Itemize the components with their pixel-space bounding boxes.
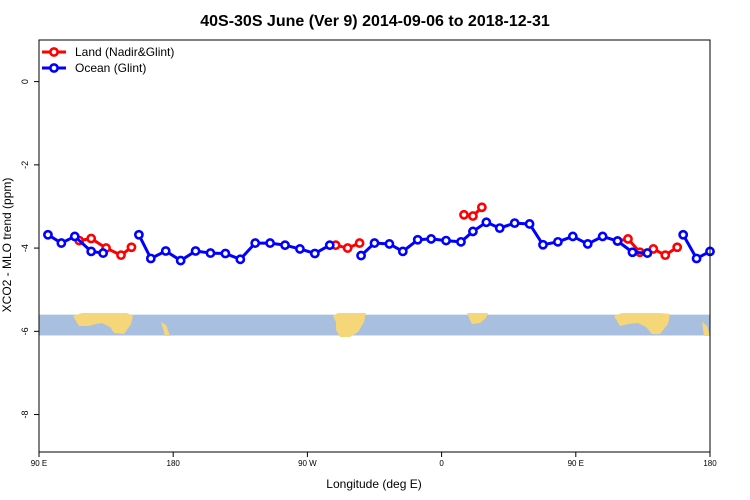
land-shape-5 — [702, 322, 710, 336]
data-point — [134, 229, 144, 240]
data-point — [397, 246, 408, 257]
y-tick-label: -2 — [20, 161, 30, 169]
data-point — [56, 238, 67, 248]
data-point — [612, 236, 623, 246]
x-tick-label: 0 — [439, 459, 444, 468]
data-point — [426, 234, 437, 244]
data-point — [309, 248, 320, 259]
legend-marker — [49, 63, 59, 73]
y-tick-label: -6 — [20, 327, 30, 335]
data-point — [509, 218, 520, 229]
data-point — [43, 229, 53, 240]
data-point — [126, 242, 137, 253]
data-point — [354, 238, 365, 248]
data-point — [468, 226, 478, 237]
x-axis: 90 E 180 90 W 0 90 E 180 — [31, 452, 717, 468]
data-point — [342, 243, 353, 253]
land-shape-3 — [467, 313, 488, 324]
data-point — [660, 250, 671, 261]
data-point — [69, 231, 80, 242]
data-point — [597, 231, 608, 242]
map-band-land — [73, 313, 710, 337]
data-point — [476, 202, 487, 213]
data-point — [369, 238, 380, 248]
data-point — [86, 233, 97, 244]
data-point — [98, 248, 109, 258]
data-point — [441, 235, 451, 246]
land-shape-0 — [73, 313, 133, 334]
x-axis-label: Longitude (deg E) — [326, 477, 421, 491]
data-point — [250, 238, 261, 248]
land-shape-1 — [161, 322, 170, 336]
data-point — [175, 255, 186, 266]
legend-marker — [49, 47, 59, 57]
data-point — [538, 239, 548, 250]
map-band-ocean — [39, 314, 710, 336]
data-point — [623, 234, 633, 244]
data-point — [672, 242, 683, 253]
data-point — [524, 219, 535, 229]
data-point — [280, 240, 290, 251]
data-point — [481, 217, 492, 228]
data-point — [384, 239, 395, 249]
land-shape-4 — [614, 313, 670, 334]
data-point — [691, 253, 702, 264]
chart-title: 40S-30S June (Ver 9) 2014-09-06 to 2018-… — [200, 13, 550, 30]
y-axis: 0 -2 -4 -6 -8 — [20, 79, 39, 419]
legend: Land (Nadir&Glint) Ocean (Glint) — [42, 45, 174, 75]
data-point — [642, 248, 653, 258]
data-point — [86, 246, 97, 257]
data-point — [494, 223, 505, 234]
y-tick-label: -4 — [20, 244, 30, 252]
series-layer — [43, 202, 715, 266]
data-point — [205, 248, 216, 258]
x-tick-label: 90 W — [298, 459, 317, 468]
data-point — [356, 250, 366, 261]
x-tick-label: 90 E — [31, 459, 47, 468]
data-point — [235, 254, 246, 265]
y-tick-label: 0 — [20, 79, 30, 84]
data-point — [324, 240, 335, 251]
data-point — [220, 248, 231, 259]
data-point — [627, 247, 638, 258]
land-shape-2 — [333, 313, 366, 337]
data-point — [265, 238, 276, 248]
x-tick-label: 180 — [167, 459, 181, 468]
x-tick-label: 90 E — [568, 459, 584, 468]
data-point — [160, 246, 171, 256]
y-tick-label: -8 — [20, 411, 30, 419]
plot-frame — [38, 39, 711, 453]
legend-label: Ocean (Glint) — [75, 61, 146, 75]
data-point — [295, 244, 305, 254]
data-point — [412, 234, 423, 245]
data-point — [145, 253, 156, 264]
data-point — [553, 236, 563, 247]
data-point — [190, 246, 201, 256]
data-point — [567, 231, 578, 242]
data-point — [116, 250, 126, 261]
y-axis-label: XCO2 - MLO trend (ppm) — [0, 178, 14, 313]
series-1 — [43, 217, 715, 266]
legend-label: Land (Nadir&Glint) — [75, 45, 174, 59]
data-point — [459, 209, 469, 220]
x-tick-label: 180 — [703, 459, 717, 468]
data-point — [582, 239, 593, 249]
data-point — [678, 229, 689, 240]
data-point — [456, 236, 466, 247]
data-point — [468, 211, 478, 221]
